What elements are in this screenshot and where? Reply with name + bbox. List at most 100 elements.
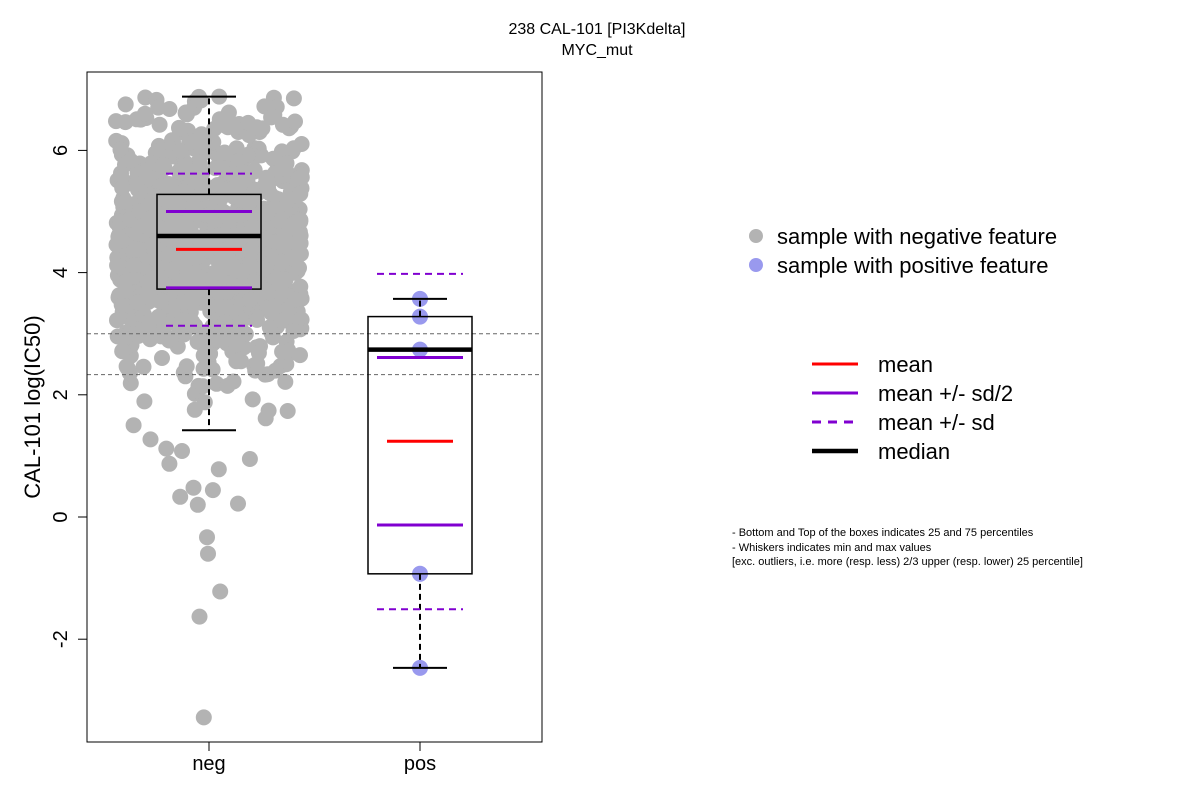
neg-sample-point bbox=[292, 278, 309, 295]
neg-sample-point bbox=[116, 330, 133, 347]
neg-sample-point bbox=[236, 171, 253, 188]
neg-sample-point bbox=[151, 116, 168, 133]
neg-sample-point bbox=[260, 402, 277, 419]
plot-area bbox=[87, 88, 542, 726]
neg-sample-point bbox=[248, 220, 265, 237]
legend-point-marker bbox=[749, 258, 763, 272]
legend-point-marker bbox=[749, 229, 763, 243]
neg-sample-point bbox=[287, 291, 304, 308]
neg-sample-point bbox=[192, 92, 209, 109]
neg-sample-point bbox=[164, 193, 181, 210]
neg-sample-point bbox=[194, 281, 211, 298]
neg-sample-point bbox=[189, 496, 206, 513]
neg-sample-point bbox=[137, 105, 153, 122]
neg-sample-point bbox=[240, 195, 257, 212]
neg-sample-point bbox=[130, 241, 147, 258]
neg-sample-point bbox=[125, 268, 142, 285]
neg-sample-point bbox=[144, 236, 161, 253]
neg-sample-point bbox=[150, 99, 167, 116]
neg-sample-point bbox=[195, 709, 212, 726]
neg-sample-point bbox=[249, 355, 266, 372]
neg-sample-point bbox=[128, 176, 145, 193]
neg-sample-point bbox=[147, 188, 164, 204]
neg-sample-point bbox=[211, 111, 228, 128]
neg-sample-point bbox=[200, 207, 217, 224]
neg-sample-point bbox=[285, 90, 302, 107]
neg-sample-point bbox=[279, 403, 296, 419]
boxplot-neg bbox=[156, 95, 262, 432]
neg-sample-point bbox=[216, 144, 233, 161]
neg-sample-point bbox=[199, 529, 215, 546]
neg-sample-point bbox=[135, 358, 152, 375]
neg-sample-point bbox=[261, 319, 278, 336]
neg-sample-point bbox=[108, 113, 124, 130]
neg-sample-point bbox=[293, 169, 310, 186]
neg-sample-point bbox=[172, 488, 189, 505]
neg-sample-point bbox=[285, 323, 302, 339]
note-line: - Bottom and Top of the boxes indicates … bbox=[732, 527, 1034, 539]
neg-sample-point bbox=[162, 218, 179, 235]
neg-sample-point bbox=[114, 232, 131, 249]
neg-sample-point bbox=[189, 154, 206, 171]
neg-sample-point bbox=[248, 119, 265, 136]
neg-sample-point bbox=[172, 121, 189, 137]
neg-sample-point bbox=[154, 350, 170, 366]
neg-sample-point bbox=[287, 113, 303, 130]
neg-sample-point bbox=[190, 268, 207, 285]
neg-sample-point bbox=[241, 292, 258, 308]
x-tick-label: neg bbox=[192, 753, 225, 775]
boxplot-pos bbox=[367, 272, 473, 669]
neg-sample-point bbox=[125, 257, 142, 274]
neg-sample-point bbox=[152, 293, 169, 310]
neg-sample-point bbox=[136, 393, 153, 410]
neg-sample-point bbox=[172, 142, 189, 159]
neg-sample-point bbox=[194, 183, 210, 200]
neg-sample-point bbox=[284, 249, 301, 266]
neg-sample-point bbox=[234, 326, 251, 343]
neg-sample-point bbox=[274, 343, 291, 360]
neg-sample-point bbox=[164, 263, 180, 280]
neg-sample-point bbox=[195, 347, 212, 364]
chart-title: 238 CAL-101 [PI3Kdelta] bbox=[508, 21, 685, 38]
neg-sample-point bbox=[259, 204, 276, 221]
neg-sample-point bbox=[230, 495, 246, 512]
neg-sample-point bbox=[261, 185, 278, 202]
neg-sample-point bbox=[292, 227, 309, 244]
y-axis-label: CAL-101 log(IC50) bbox=[20, 315, 45, 498]
neg-sample-point bbox=[175, 294, 192, 311]
neg-sample-point bbox=[200, 545, 216, 562]
y-tick-label: 4 bbox=[50, 267, 72, 278]
neg-sample-point bbox=[150, 308, 167, 325]
neg-sample-point bbox=[173, 312, 190, 328]
neg-sample-point bbox=[267, 362, 284, 379]
neg-sample-point bbox=[161, 455, 178, 472]
legend-line-label: mean bbox=[878, 352, 933, 377]
note-line: - Whiskers indicates min and max values bbox=[732, 542, 932, 554]
neg-sample-point bbox=[162, 330, 179, 347]
neg-sample-point bbox=[177, 104, 194, 121]
neg-sample-point bbox=[195, 378, 211, 395]
neg-sample-point bbox=[212, 583, 229, 600]
neg-sample-point bbox=[185, 479, 202, 496]
neg-sample-point bbox=[241, 451, 258, 467]
iqr-box bbox=[367, 315, 473, 575]
axes: -2 0 2 4 6 neg pos bbox=[50, 145, 436, 775]
neg-sample-point bbox=[114, 179, 131, 196]
neg-sample-point bbox=[216, 321, 233, 338]
neg-sample-point bbox=[174, 443, 190, 459]
y-tick-label: 2 bbox=[50, 389, 72, 400]
neg-sample-point bbox=[175, 364, 192, 381]
legend-line-label: mean +/- sd bbox=[878, 410, 995, 435]
neg-sample-point bbox=[249, 311, 265, 328]
notes: - Bottom and Top of the boxes indicates … bbox=[732, 527, 1083, 568]
neg-sample-point bbox=[129, 294, 145, 311]
neg-sample-point bbox=[188, 248, 205, 265]
neg-sample-point bbox=[191, 608, 208, 625]
y-tick-label: 0 bbox=[50, 511, 72, 522]
neg-sample-point bbox=[220, 207, 237, 223]
neg-sample-point bbox=[206, 332, 223, 348]
neg-sample-point bbox=[118, 358, 135, 375]
neg-sample-point bbox=[142, 331, 159, 348]
neg-sample-point bbox=[161, 245, 178, 262]
